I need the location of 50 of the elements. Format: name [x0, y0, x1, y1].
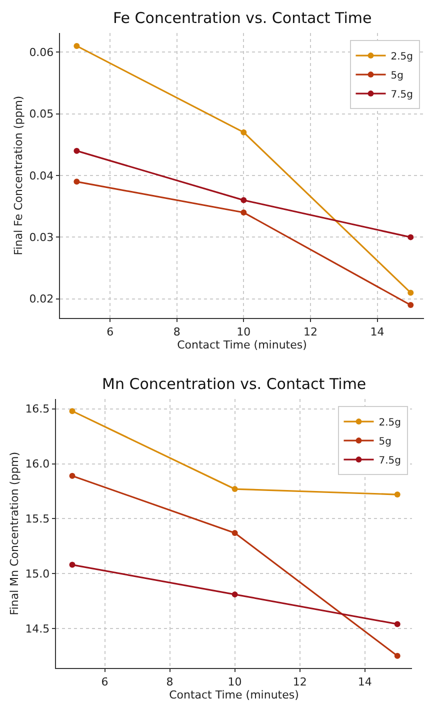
point — [232, 530, 238, 536]
y-tick-label: 0.02 — [29, 292, 54, 306]
legend-label: 7.5g — [378, 455, 402, 466]
point — [74, 148, 80, 154]
y-tick-label: 15.5 — [25, 512, 50, 526]
x-tick-label: 14 — [358, 675, 372, 688]
point — [240, 210, 247, 216]
point — [74, 178, 80, 185]
x-tick-label: 14 — [370, 325, 384, 338]
y-tick-label: 16.0 — [25, 458, 50, 471]
y-axis-title: Final Mn Concentration (ppm) — [8, 452, 21, 616]
point — [232, 486, 238, 492]
y-tick-label: 0.06 — [29, 46, 54, 59]
legend-label: 7.5g — [390, 89, 414, 100]
x-axis-title: Contact Time (minutes) — [177, 338, 307, 352]
x-tick-label: 8 — [166, 675, 174, 688]
legend-label: 5g — [390, 70, 404, 82]
x-tick-label: 6 — [101, 675, 108, 688]
x-axis-title: Contact Time (minutes) — [169, 688, 299, 702]
point — [74, 42, 80, 49]
x-tick-label: 10 — [236, 325, 251, 338]
point — [69, 562, 76, 568]
x-tick-label: 10 — [228, 675, 242, 688]
y-tick-label: 0.05 — [29, 108, 54, 121]
x-tick-label: 8 — [173, 325, 180, 338]
x-tick-label: 6 — [106, 325, 114, 338]
point — [394, 492, 400, 498]
y-tick-label: 15.0 — [25, 567, 50, 580]
point — [394, 652, 400, 659]
legend-label: 2.5g — [378, 417, 402, 428]
y-tick-label: 14.5 — [25, 622, 50, 636]
x-tick-label: 12 — [303, 325, 318, 338]
point — [69, 472, 76, 479]
point — [408, 302, 414, 308]
x-tick-label: 12 — [292, 675, 307, 688]
y-tick-label: 0.04 — [29, 169, 54, 182]
chart-title: Fe Concentration vs. Contact Time — [113, 9, 372, 27]
point — [408, 234, 414, 240]
point — [240, 129, 247, 136]
y-tick-label: 0.03 — [29, 231, 54, 244]
point — [69, 408, 76, 414]
point — [408, 290, 414, 296]
chart-title: Mn Concentration vs. Contact Time — [102, 375, 366, 393]
y-tick-label: 16.5 — [25, 402, 50, 416]
legend-label: 2.5g — [390, 51, 414, 62]
point — [232, 591, 238, 598]
point — [240, 197, 247, 204]
y-axis-title: Final Fe Concentration (ppm) — [12, 96, 25, 256]
legend-label: 5g — [378, 436, 392, 448]
point — [394, 621, 400, 628]
